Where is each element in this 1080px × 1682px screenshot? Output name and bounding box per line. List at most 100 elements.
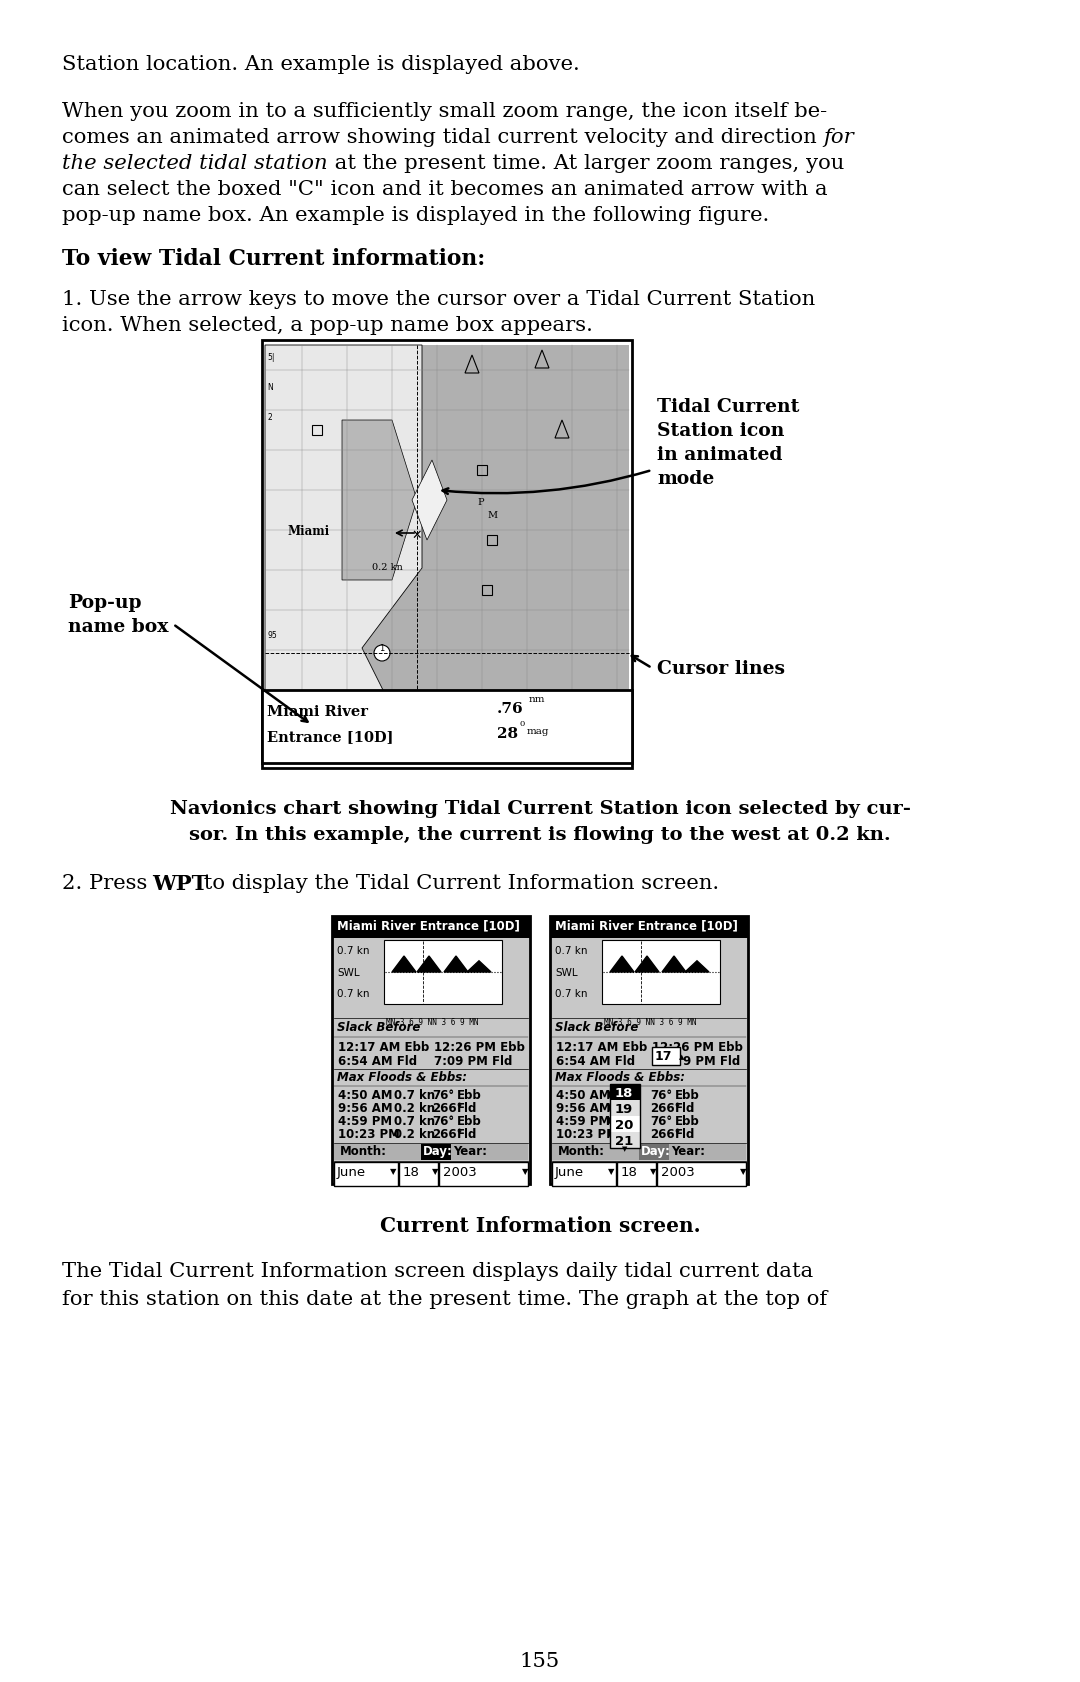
Text: 12:26 PM Ebb: 12:26 PM Ebb bbox=[652, 1041, 743, 1055]
Text: Slack Before: Slack Before bbox=[555, 1021, 638, 1034]
Text: 9:56 AM: 9:56 AM bbox=[338, 1102, 393, 1115]
Text: Station location. An example is displayed above.: Station location. An example is displaye… bbox=[62, 56, 580, 74]
Text: nm: nm bbox=[529, 695, 545, 705]
Bar bbox=[334, 1162, 399, 1186]
Text: Entrance [10D]: Entrance [10D] bbox=[267, 730, 393, 743]
Text: 0: 0 bbox=[519, 720, 525, 728]
Text: M: M bbox=[487, 511, 497, 520]
Text: 6:54 AM Fld: 6:54 AM Fld bbox=[556, 1055, 635, 1068]
Text: 12:17 AM Ebb: 12:17 AM Ebb bbox=[338, 1041, 429, 1055]
Bar bbox=[399, 1162, 438, 1186]
Text: 155: 155 bbox=[519, 1652, 561, 1670]
Text: 95: 95 bbox=[267, 631, 276, 639]
Text: Fld: Fld bbox=[675, 1102, 696, 1115]
Text: 18: 18 bbox=[615, 1087, 633, 1100]
Bar bbox=[487, 535, 497, 545]
Text: Max Floods & Ebbs:: Max Floods & Ebbs: bbox=[337, 1071, 467, 1083]
Text: 0.7 kn: 0.7 kn bbox=[394, 1115, 435, 1129]
Text: MN 3 6 9 NN 3 6 9 MN: MN 3 6 9 NN 3 6 9 MN bbox=[604, 1018, 697, 1028]
Text: mag: mag bbox=[527, 727, 550, 737]
Text: the selected tidal station: the selected tidal station bbox=[62, 155, 327, 173]
Polygon shape bbox=[417, 955, 441, 972]
Text: 76°: 76° bbox=[432, 1115, 454, 1129]
Bar bbox=[482, 585, 492, 595]
Text: 18: 18 bbox=[621, 1166, 638, 1179]
Text: at the present time. At larger zoom ranges, you: at the present time. At larger zoom rang… bbox=[327, 155, 843, 173]
Polygon shape bbox=[467, 960, 491, 972]
Text: ▲: ▲ bbox=[679, 1055, 685, 1060]
Text: 9 PM Fld: 9 PM Fld bbox=[683, 1055, 740, 1068]
Bar bbox=[438, 1162, 528, 1186]
Text: 266°: 266° bbox=[432, 1129, 462, 1140]
Text: 266°: 266° bbox=[650, 1102, 680, 1115]
Bar bbox=[262, 690, 632, 764]
Polygon shape bbox=[362, 345, 629, 708]
Text: 1. Use the arrow keys to move the cursor over a Tidal Current Station: 1. Use the arrow keys to move the cursor… bbox=[62, 289, 815, 309]
Bar bbox=[552, 1144, 746, 1161]
Text: 2003: 2003 bbox=[661, 1166, 694, 1179]
Bar bbox=[552, 1162, 616, 1186]
Text: 12:26 PM Ebb: 12:26 PM Ebb bbox=[434, 1041, 525, 1055]
Text: MN 3 6 9 NN 3 6 9 MN: MN 3 6 9 NN 3 6 9 MN bbox=[386, 1018, 478, 1028]
Text: ▼: ▼ bbox=[390, 1167, 396, 1176]
Text: 0.7 kn: 0.7 kn bbox=[337, 945, 369, 955]
Text: 0.2 kn: 0.2 kn bbox=[372, 563, 403, 572]
Text: 0.2 kn: 0.2 kn bbox=[394, 1102, 435, 1115]
Text: Month:: Month: bbox=[558, 1145, 605, 1157]
Polygon shape bbox=[411, 459, 447, 540]
Text: When you zoom in to a sufficiently small zoom range, the icon itself be-: When you zoom in to a sufficiently small… bbox=[62, 103, 827, 121]
Text: 0: 0 bbox=[608, 1088, 616, 1102]
Text: 4:50 AM: 4:50 AM bbox=[556, 1088, 610, 1102]
Text: 0: 0 bbox=[608, 1115, 616, 1129]
Text: Pop-up: Pop-up bbox=[68, 594, 141, 612]
Bar bbox=[312, 426, 322, 436]
Text: Year:: Year: bbox=[453, 1145, 487, 1157]
Text: Miami River Entrance [10D]: Miami River Entrance [10D] bbox=[555, 918, 738, 932]
Text: 17: 17 bbox=[654, 1050, 673, 1063]
Polygon shape bbox=[342, 420, 417, 580]
Bar bbox=[610, 1100, 640, 1115]
Text: 9:56 AM: 9:56 AM bbox=[556, 1102, 610, 1115]
Text: name box: name box bbox=[68, 617, 168, 636]
Text: Miami River: Miami River bbox=[267, 705, 368, 718]
Text: 19: 19 bbox=[615, 1103, 633, 1115]
Text: Cursor lines: Cursor lines bbox=[657, 659, 785, 678]
Bar bbox=[332, 917, 530, 1184]
Text: 7:09 PM Fld: 7:09 PM Fld bbox=[434, 1055, 512, 1068]
Text: Ebb: Ebb bbox=[457, 1088, 482, 1102]
Text: .76: .76 bbox=[497, 701, 524, 717]
Text: 0.7 kn: 0.7 kn bbox=[555, 989, 588, 999]
Bar bbox=[610, 1083, 640, 1149]
Bar bbox=[550, 917, 748, 939]
Text: SWL: SWL bbox=[555, 969, 578, 977]
Text: ▼: ▼ bbox=[522, 1167, 528, 1176]
Text: 2. Press: 2. Press bbox=[62, 875, 154, 893]
Bar bbox=[384, 940, 502, 1004]
Bar bbox=[334, 1144, 528, 1161]
Polygon shape bbox=[662, 955, 686, 972]
Text: Day:: Day: bbox=[642, 1145, 671, 1157]
Text: ▼: ▼ bbox=[432, 1167, 438, 1176]
Text: 0: 0 bbox=[608, 1129, 616, 1140]
Text: Fld: Fld bbox=[675, 1129, 696, 1140]
Text: 18: 18 bbox=[403, 1166, 420, 1179]
Text: sor. In this example, the current is flowing to the west at 0.2 kn.: sor. In this example, the current is flo… bbox=[189, 826, 891, 844]
Bar bbox=[610, 1115, 640, 1132]
Polygon shape bbox=[265, 345, 422, 708]
Text: Ebb: Ebb bbox=[675, 1115, 700, 1129]
Bar bbox=[657, 1162, 746, 1186]
Polygon shape bbox=[392, 955, 416, 972]
Text: To view Tidal Current information:: To view Tidal Current information: bbox=[62, 247, 485, 271]
Text: comes an animated arrow showing tidal current velocity and direction: comes an animated arrow showing tidal cu… bbox=[62, 128, 824, 146]
Bar bbox=[262, 340, 632, 769]
Polygon shape bbox=[635, 955, 659, 972]
Text: 76°: 76° bbox=[650, 1115, 672, 1129]
Text: ▼: ▼ bbox=[608, 1167, 615, 1176]
Text: SWL: SWL bbox=[337, 969, 360, 977]
Text: Station icon: Station icon bbox=[657, 422, 784, 441]
Polygon shape bbox=[444, 955, 468, 972]
Text: Year:: Year: bbox=[671, 1145, 705, 1157]
Text: Ebb: Ebb bbox=[675, 1088, 700, 1102]
Text: 2: 2 bbox=[267, 414, 272, 422]
Text: 4:59 PM: 4:59 PM bbox=[556, 1115, 610, 1129]
